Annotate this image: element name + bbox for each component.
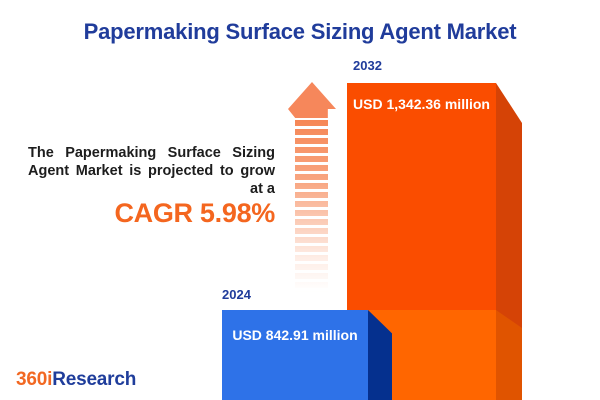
bar-2024-front — [222, 310, 368, 400]
brand-logo: 360iResearch — [16, 369, 136, 391]
brand-logo-part-1: 360i — [16, 369, 53, 390]
year-label-2024: 2024 — [222, 287, 251, 302]
arrow-head-icon — [288, 82, 336, 118]
description-line-1: The Papermaking Surface Sizing — [28, 145, 275, 161]
arrow-stripes-icon — [295, 120, 328, 292]
brand-logo-part-2: Research — [52, 369, 137, 390]
cagr-value: CAGR 5.98% — [114, 198, 275, 228]
description-line-2: Agent Market is projected to grow — [28, 163, 275, 179]
value-label-2024: USD 842.91 million — [232, 327, 358, 343]
description: The Papermaking Surface Sizing Agent Mar… — [28, 144, 275, 228]
year-label-2032: 2032 — [353, 58, 382, 73]
value-label-2032: USD 1,342.36 million — [353, 96, 490, 112]
page-title: Papermaking Surface Sizing Agent Market — [83, 19, 517, 44]
description-line-3: at a — [250, 181, 275, 197]
